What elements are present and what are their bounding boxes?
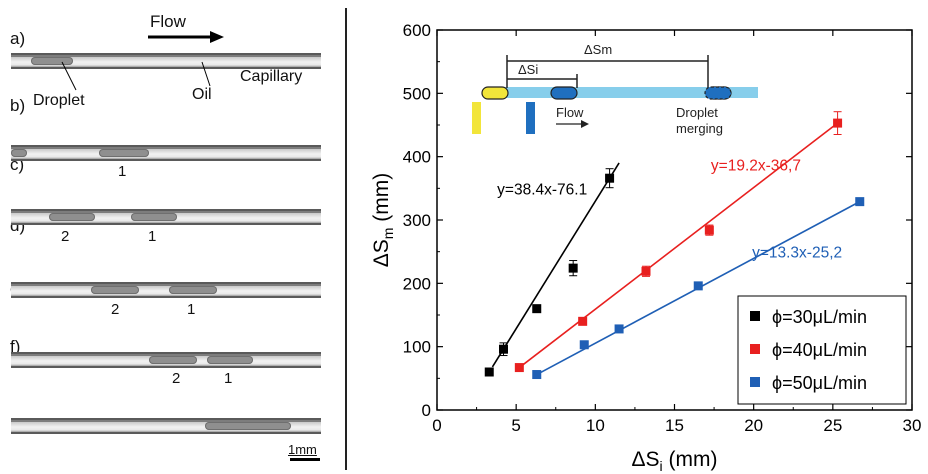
- capillary-label: Capillary: [240, 68, 303, 85]
- inset-flow-label: Flow: [556, 105, 584, 120]
- x-tick-label: 5: [511, 416, 520, 435]
- data-point: [693, 281, 703, 291]
- y-tick-label: 500: [403, 84, 431, 103]
- y-tick-label: 300: [403, 211, 431, 230]
- data-point: [614, 324, 624, 334]
- droplet-number: 1: [118, 163, 127, 180]
- capillary-a: [11, 53, 321, 69]
- data-point: [641, 266, 651, 276]
- droplet: [149, 356, 197, 364]
- plot-frame: [436, 29, 913, 411]
- fit-line: [491, 162, 620, 368]
- data-point: [704, 225, 714, 235]
- droplet-number: 1: [187, 301, 196, 318]
- data-point: [532, 370, 542, 380]
- data-point: [499, 344, 508, 354]
- droplet-label: Droplet: [33, 92, 85, 109]
- inset-yellow-droplet: [481, 86, 509, 100]
- fit-line: [518, 122, 839, 369]
- inset-merging-blue: [704, 86, 732, 100]
- capillary-e: [11, 352, 321, 368]
- data-point: [605, 173, 615, 183]
- legend-swatch: [750, 311, 760, 321]
- y-tick-label: 400: [403, 148, 431, 167]
- droplet: [91, 286, 139, 294]
- inset-flow-arrowhead-icon: [581, 120, 589, 128]
- fit-equation: y=13.3x-25,2: [752, 244, 842, 261]
- x-tick-label: 10: [586, 416, 605, 435]
- droplet-number: 2: [111, 301, 120, 318]
- fit-equation-labels: y=38.4x-76.1 y=19.2x-36,7 y=13.3x-25,2: [497, 158, 842, 262]
- droplet-number: 1: [148, 228, 157, 245]
- droplet-number: 2: [172, 370, 181, 387]
- capillary-b: [11, 145, 321, 161]
- legend: ϕ=30μL/min ϕ=40μL/min ϕ=50μL/min: [737, 295, 907, 405]
- data-point: [579, 340, 589, 350]
- panel-label-f: f): [10, 337, 21, 356]
- droplet-number: 1: [224, 370, 233, 387]
- data-point: [578, 316, 588, 326]
- scale-bar: [290, 458, 320, 461]
- panel-label-b: b): [10, 96, 26, 115]
- x-tick-label: 20: [744, 416, 763, 435]
- y-tick-label: 0: [422, 401, 431, 420]
- x-tick-label: 15: [665, 416, 684, 435]
- data-point: [532, 304, 542, 314]
- data-point: [568, 263, 578, 273]
- inset-capillary: [485, 87, 758, 98]
- y-axis-label: ΔSm (mm): [370, 173, 396, 268]
- fit-equation: y=19.2x-36,7: [711, 158, 801, 175]
- droplet-number: 2: [61, 228, 70, 245]
- droplet: [99, 149, 149, 157]
- data-point: [484, 367, 494, 377]
- y-tick-label: 200: [403, 274, 431, 293]
- dsi-label: ΔSi: [518, 62, 538, 77]
- droplet: [49, 213, 95, 221]
- y-tick-label: 600: [403, 21, 431, 40]
- capillary-image-sequence: Flow a) b) c) d) e) f) Droplet Oil Capil…: [0, 0, 340, 474]
- legend-entry: ϕ=40μL/min: [772, 340, 867, 360]
- droplet: [31, 57, 73, 65]
- data-points: [484, 111, 865, 380]
- data-point: [855, 197, 865, 207]
- merged-droplet: [205, 422, 291, 430]
- data-point: [514, 363, 524, 373]
- flow-label: Flow: [150, 12, 186, 31]
- capillary-c: [11, 209, 321, 225]
- merging-label-line2: merging: [676, 121, 723, 136]
- legend-entry: ϕ=30μL/min: [772, 307, 867, 327]
- capillary-f: [11, 418, 321, 434]
- x-tick-label: 25: [823, 416, 842, 435]
- panel-label-a: a): [10, 29, 26, 48]
- droplet: [131, 213, 177, 221]
- droplet: [11, 149, 27, 157]
- data-point: [833, 118, 843, 128]
- inset-blue-inlet: [526, 102, 535, 134]
- annotation-leaders: [61, 61, 211, 91]
- capillary-d: [11, 282, 321, 298]
- droplet: [169, 286, 217, 294]
- x-tick-label: 30: [903, 416, 922, 435]
- legend-swatch: [750, 344, 760, 354]
- inset-yellow-inlet: [472, 102, 481, 134]
- panel-divider: [345, 8, 347, 470]
- scale-bar-label: 1mm: [288, 442, 317, 457]
- inset-schematic: ΔSm ΔSi Flow Droplet merging: [472, 42, 758, 136]
- droplet: [207, 356, 253, 364]
- flow-arrow-icon: [148, 31, 224, 43]
- y-tick-label: 100: [403, 338, 431, 357]
- legend-box: [737, 295, 907, 405]
- legend-swatch: [750, 377, 760, 387]
- x-axis-label: ΔSi (mm): [632, 448, 718, 474]
- inset-blue-droplet: [550, 86, 578, 100]
- oil-label: Oil: [192, 86, 212, 103]
- x-tick-label: 0: [432, 416, 441, 435]
- merging-label-line1: Droplet: [676, 105, 718, 120]
- legend-entry: ϕ=50μL/min: [772, 373, 867, 393]
- dsm-label: ΔSm: [584, 42, 612, 57]
- fit-equation: y=38.4x-76.1: [497, 182, 587, 199]
